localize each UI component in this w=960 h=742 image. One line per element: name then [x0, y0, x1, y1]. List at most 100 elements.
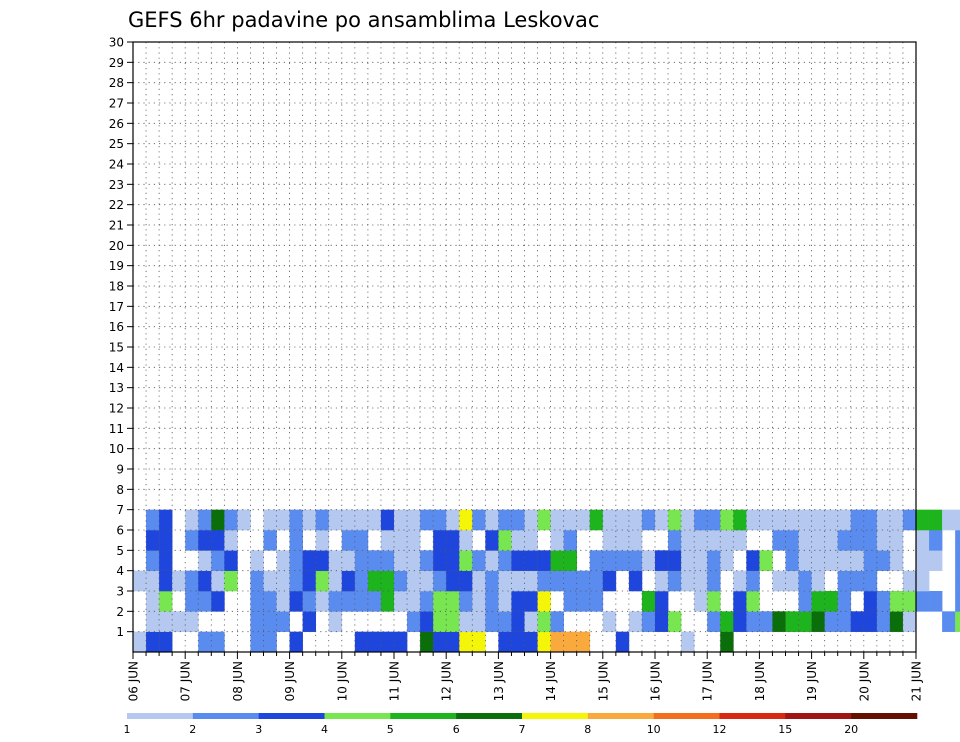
y-tick-label: 15: [109, 341, 124, 355]
heatmap-cell: [302, 509, 316, 531]
heatmap-cell: [811, 550, 825, 571]
heatmap-cell: [498, 550, 512, 571]
heatmap-cell: [185, 570, 199, 592]
heatmap-cell: [459, 550, 473, 571]
heatmap-cell: [380, 550, 395, 571]
heatmap-cell: [707, 509, 721, 531]
heatmap-cell: [668, 509, 682, 531]
y-tick-label: 7: [116, 503, 124, 517]
heatmap-cell: [446, 550, 460, 571]
heatmap-cell: [380, 631, 395, 653]
heatmap-cell: [446, 611, 460, 632]
heatmap-cell: [472, 631, 486, 653]
heatmap-cell: [837, 550, 852, 571]
heatmap-cell: [159, 631, 173, 653]
heatmap-cell: [707, 591, 721, 612]
heatmap-cell: [824, 591, 838, 612]
heatmap-cell: [694, 570, 708, 592]
heatmap-cell: [876, 611, 891, 632]
y-tick-label: 3: [116, 585, 124, 599]
y-tick-label: 16: [109, 320, 124, 334]
heatmap-cell: [185, 509, 199, 531]
heatmap-cell: [224, 509, 238, 531]
y-tick-label: 20: [109, 239, 124, 253]
y-tick-label: 14: [109, 361, 124, 375]
heatmap-cell: [681, 550, 695, 571]
heatmap-cell: [628, 530, 643, 551]
heatmap-cell: [394, 509, 408, 531]
heatmap-cell: [655, 591, 669, 612]
heatmap-cell: [146, 530, 160, 551]
y-tick-label: 5: [116, 544, 124, 558]
y-tick-label: 2: [116, 605, 124, 619]
heatmap-cell: [550, 631, 564, 653]
heatmap-cell: [394, 530, 408, 551]
heatmap-cell: [263, 570, 277, 592]
heatmap-cell: [224, 570, 238, 592]
heatmap-cell: [641, 509, 656, 531]
heatmap-cell: [720, 611, 734, 632]
heatmap-cell: [289, 530, 303, 551]
heatmap-cell: [367, 509, 382, 531]
heatmap-cell: [798, 530, 812, 551]
heatmap-cell: [707, 611, 721, 632]
heatmap-cell: [759, 509, 773, 531]
heatmap-cell: [524, 570, 538, 592]
heatmap-cell: [159, 530, 173, 551]
heatmap-cell: [733, 570, 747, 592]
heatmap-cell: [263, 631, 277, 653]
heatmap-cell: [198, 509, 212, 531]
heatmap-cell: [563, 509, 577, 531]
y-tick-label: 13: [109, 381, 124, 395]
heatmap-cell: [889, 530, 904, 551]
heatmap-cell: [276, 570, 290, 592]
heatmap-cell: [772, 570, 786, 592]
heatmap-cell: [302, 570, 316, 592]
heatmap-cell: [850, 530, 865, 551]
heatmap-cell: [916, 509, 930, 531]
colorbar-label: 3: [255, 723, 262, 736]
colorbar-label: 5: [387, 723, 394, 736]
colorbar-label: 7: [519, 723, 526, 736]
heatmap-cell: [146, 591, 160, 612]
heatmap-cell: [224, 550, 238, 571]
y-tick-label: 10: [109, 442, 124, 456]
heatmap-cell: [354, 550, 369, 571]
heatmap-cell: [420, 631, 434, 653]
heatmap-cell: [681, 530, 695, 551]
heatmap-cell: [250, 611, 264, 632]
heatmap-cell: [315, 509, 330, 531]
heatmap-cell: [211, 631, 225, 653]
heatmap-cell: [459, 591, 473, 612]
y-tick-label: 28: [109, 76, 124, 90]
heatmap-cell: [341, 591, 356, 612]
heatmap-cell: [302, 550, 316, 571]
heatmap-cell: [446, 591, 460, 612]
heatmap-cell: [955, 509, 960, 531]
heatmap-cell: [589, 570, 604, 592]
heatmap-cell: [133, 570, 147, 592]
x-tick-label: 07 JUN: [179, 661, 193, 701]
x-tick-label: 11 JUN: [388, 661, 402, 701]
heatmap-cell: [237, 509, 251, 531]
colorbar-swatch: [390, 713, 457, 719]
heatmap-cell: [328, 611, 343, 632]
y-tick-label: 17: [109, 300, 124, 314]
heatmap-cell: [798, 570, 812, 592]
heatmap-cell: [276, 509, 290, 531]
heatmap-cell: [328, 550, 343, 571]
heatmap-cell: [420, 550, 434, 571]
heatmap-cell: [733, 530, 747, 551]
heatmap-cell: [902, 591, 917, 612]
heatmap-cell: [367, 550, 382, 571]
heatmap-cell: [720, 530, 734, 551]
heatmap-cell: [563, 631, 577, 653]
heatmap-cell: [185, 530, 199, 551]
heatmap-cell: [524, 550, 538, 571]
heatmap-cell: [380, 530, 395, 551]
y-tick-label: 1: [116, 625, 124, 639]
heatmap-cell: [459, 631, 473, 653]
heatmap-cell: [550, 530, 564, 551]
y-tick-label: 25: [109, 137, 124, 151]
heatmap-cell: [863, 550, 878, 571]
